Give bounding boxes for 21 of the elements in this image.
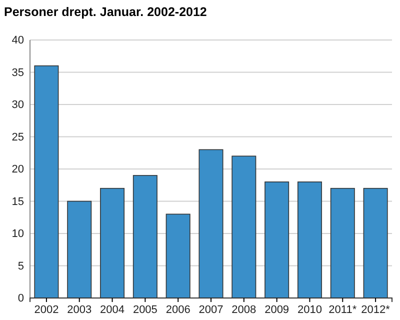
chart-title: Personer drept. Januar. 2002-2012 [4, 5, 207, 19]
x-tick-label: 2007 [198, 304, 224, 316]
x-tick-label: 2010 [297, 304, 322, 316]
x-tick-label: 2004 [100, 304, 125, 316]
x-tick-label: 2005 [132, 304, 158, 316]
x-tick-label: 2009 [264, 304, 290, 316]
y-tick-label: 40 [12, 34, 24, 47]
y-tick-label: 5 [18, 260, 24, 272]
x-tick-label: 2011* [328, 304, 358, 316]
y-tick-label: 10 [12, 228, 24, 240]
y-tick-label: 35 [12, 66, 24, 79]
x-tick-label: 2006 [166, 304, 190, 316]
x-tick-label: 2002 [34, 304, 59, 316]
y-tick-label: 15 [12, 196, 24, 208]
x-tick-label: 2003 [67, 304, 92, 316]
y-tick-label: 25 [12, 131, 24, 144]
x-tick-label: 2008 [232, 304, 256, 316]
x-tick-label: 2012* [361, 304, 391, 316]
y-tick-label: 0 [18, 292, 24, 305]
y-tick-label: 20 [12, 164, 24, 176]
y-tick-label: 30 [12, 99, 24, 112]
